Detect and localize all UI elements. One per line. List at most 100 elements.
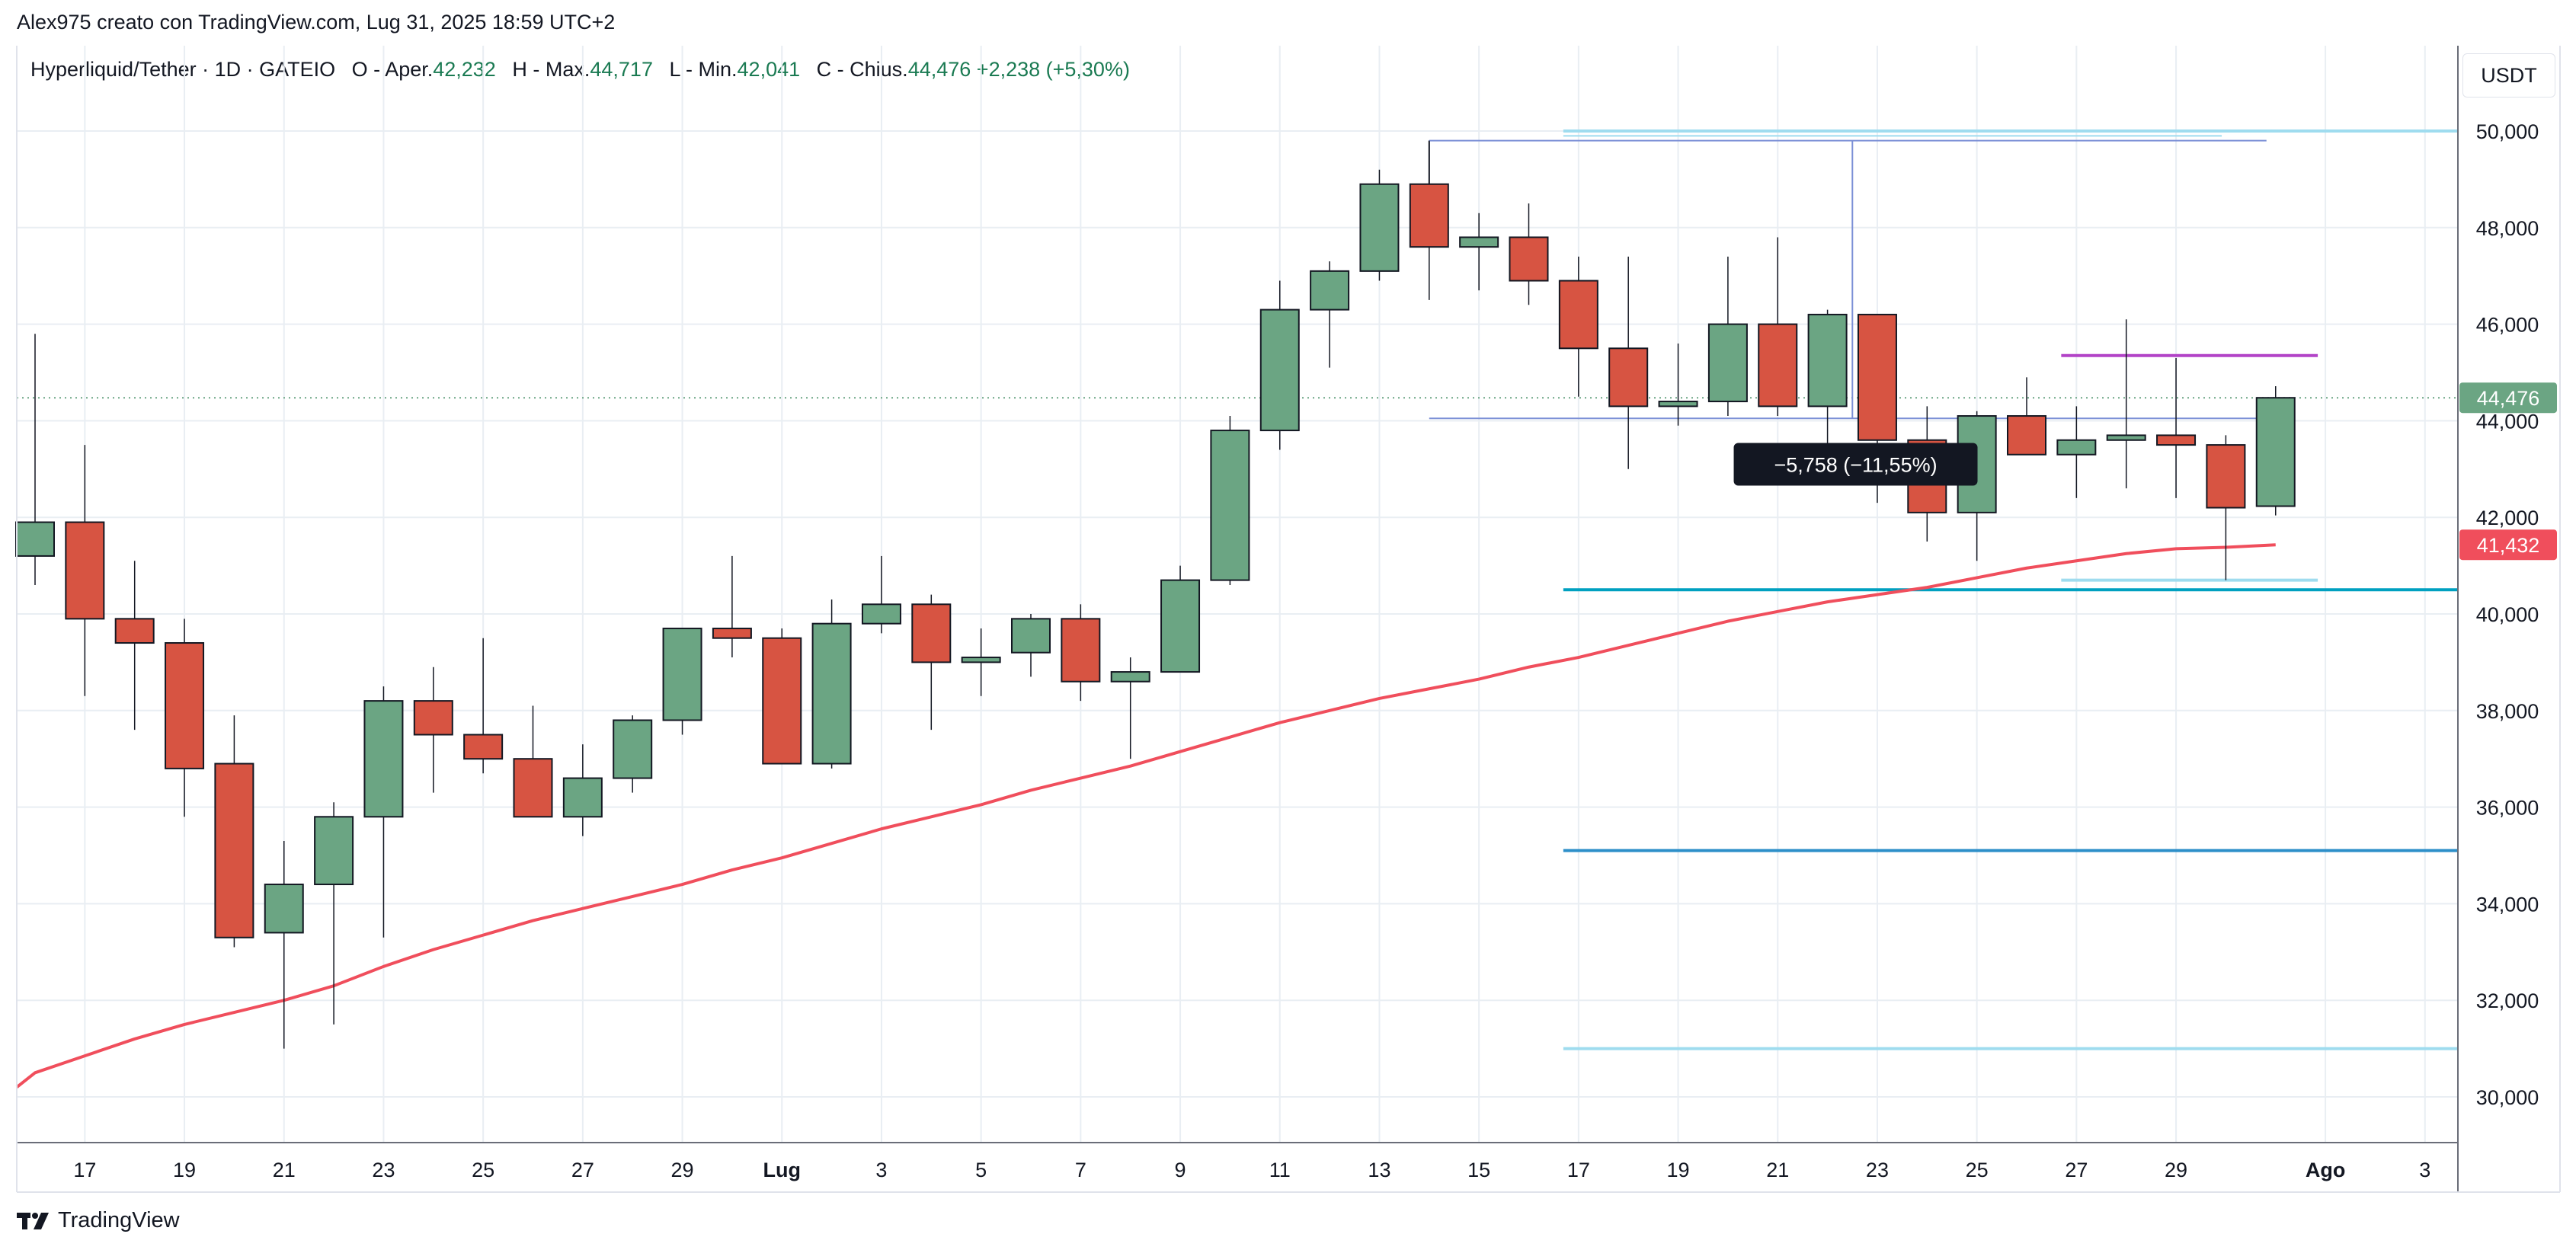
candle[interactable]: [811, 599, 852, 769]
candle-body: [2106, 434, 2146, 441]
candle[interactable]: [1509, 203, 1549, 305]
x-tick-label: 17: [73, 1159, 96, 1181]
candle[interactable]: [2007, 377, 2046, 456]
y-tick-label: 36,000: [2476, 797, 2539, 820]
x-tick-label: 27: [2065, 1159, 2088, 1181]
candle-body: [2156, 434, 2197, 446]
candle[interactable]: [1310, 261, 1350, 368]
candle-body: [1011, 618, 1051, 654]
x-tick-label: 13: [1368, 1159, 1390, 1181]
candle-body: [1259, 309, 1300, 432]
y-tick-label: 50,000: [2476, 120, 2539, 143]
candle[interactable]: [1359, 169, 1400, 281]
candle-body: [65, 521, 105, 620]
open-label: O: [351, 58, 368, 81]
candle[interactable]: [314, 802, 354, 1025]
x-tick-label: 29: [2165, 1159, 2187, 1181]
measure-label: −5,758 (−11,55%): [1774, 453, 1937, 476]
candle[interactable]: [1259, 280, 1300, 450]
candle[interactable]: [762, 628, 802, 765]
candle[interactable]: [1707, 256, 1748, 417]
candle-body: [1310, 270, 1350, 311]
candle[interactable]: [911, 594, 952, 730]
candle[interactable]: [1807, 309, 1848, 460]
x-tick-label: 29: [671, 1159, 694, 1181]
y-tick-label: 46,000: [2476, 314, 2539, 337]
candle[interactable]: [2106, 319, 2146, 489]
x-tick-label: 21: [1766, 1159, 1789, 1181]
candle[interactable]: [1608, 256, 1649, 469]
grid-layer: [17, 46, 2458, 1143]
moving-average-line: [15, 543, 2276, 1089]
candle[interactable]: [1957, 411, 1997, 561]
candle[interactable]: [961, 628, 1001, 696]
candle-body: [712, 628, 752, 639]
candle[interactable]: [2255, 385, 2296, 516]
candle[interactable]: [363, 686, 404, 938]
candle-body: [1459, 236, 1499, 248]
drawing-layer: [17, 129, 2458, 1050]
candle[interactable]: [613, 715, 653, 793]
candle[interactable]: [1210, 416, 1250, 585]
candle[interactable]: [114, 561, 155, 730]
candle[interactable]: [264, 840, 304, 1049]
candle-body: [214, 762, 254, 938]
candle[interactable]: [413, 667, 453, 793]
candle[interactable]: [1758, 237, 1798, 417]
candle[interactable]: [513, 705, 553, 818]
candle[interactable]: [1558, 256, 1598, 397]
candle-body: [165, 642, 205, 769]
y-tick-label: 30,000: [2476, 1086, 2539, 1109]
candle[interactable]: [2056, 406, 2097, 498]
candle-body: [1558, 280, 1598, 350]
candle[interactable]: [1110, 657, 1150, 759]
candle-body: [762, 637, 802, 765]
candle-body: [613, 719, 653, 779]
candle[interactable]: [861, 555, 901, 634]
candle[interactable]: [214, 715, 254, 948]
candle-body: [1409, 183, 1449, 248]
x-tick-label: 19: [1667, 1159, 1690, 1181]
candle-body: [1758, 323, 1798, 408]
candle-body: [1857, 313, 1897, 441]
y-tick-label: 32,000: [2476, 989, 2539, 1012]
currency-unit-button[interactable]: USDT: [2462, 53, 2555, 98]
close-label: C: [816, 58, 832, 81]
x-tick-label: 25: [472, 1159, 494, 1181]
candle[interactable]: [463, 638, 504, 774]
x-tick-label: 23: [1866, 1159, 1889, 1181]
candle[interactable]: [2206, 435, 2246, 580]
candle[interactable]: [562, 744, 603, 836]
candle[interactable]: [65, 445, 105, 696]
x-tick-label: 27: [571, 1159, 594, 1181]
candle[interactable]: [662, 628, 702, 735]
candle[interactable]: [712, 555, 752, 658]
candle-body: [1807, 313, 1848, 408]
open-name: Aper.: [385, 58, 434, 81]
candle[interactable]: [1409, 140, 1449, 300]
candle[interactable]: [165, 619, 205, 817]
candle-body: [1608, 347, 1649, 408]
candle-body: [1509, 236, 1549, 282]
x-tick-label: 3: [2419, 1159, 2430, 1181]
candles-layer: [15, 140, 2296, 1049]
candle[interactable]: [15, 334, 55, 585]
candle[interactable]: [1459, 213, 1499, 291]
candle-body: [314, 816, 354, 886]
candle-body: [662, 628, 702, 721]
y-tick-label: 34,000: [2476, 893, 2539, 916]
tradingview-brand[interactable]: TradingView: [17, 1208, 180, 1233]
candle[interactable]: [1160, 565, 1201, 673]
candle-body: [363, 700, 404, 818]
candle[interactable]: [2156, 357, 2197, 498]
candle[interactable]: [1658, 343, 1698, 426]
x-tick-label: 23: [372, 1159, 395, 1181]
candle[interactable]: [1061, 604, 1101, 702]
candle[interactable]: [1857, 313, 1897, 504]
candle-body: [413, 700, 453, 736]
candle[interactable]: [1011, 614, 1051, 677]
candle-body: [2206, 444, 2246, 509]
x-tick-label: Ago: [2306, 1159, 2345, 1181]
last-price-label-box: [2459, 382, 2557, 414]
